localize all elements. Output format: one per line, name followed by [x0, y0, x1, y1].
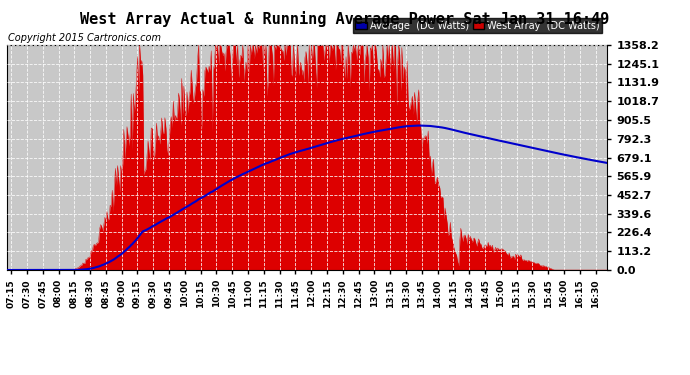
Legend: Average  (DC Watts), West Array  (DC Watts): Average (DC Watts), West Array (DC Watts… — [353, 18, 602, 33]
Text: West Array Actual & Running Average Power Sat Jan 31 16:49: West Array Actual & Running Average Powe… — [80, 11, 610, 27]
Text: Copyright 2015 Cartronics.com: Copyright 2015 Cartronics.com — [8, 33, 161, 43]
